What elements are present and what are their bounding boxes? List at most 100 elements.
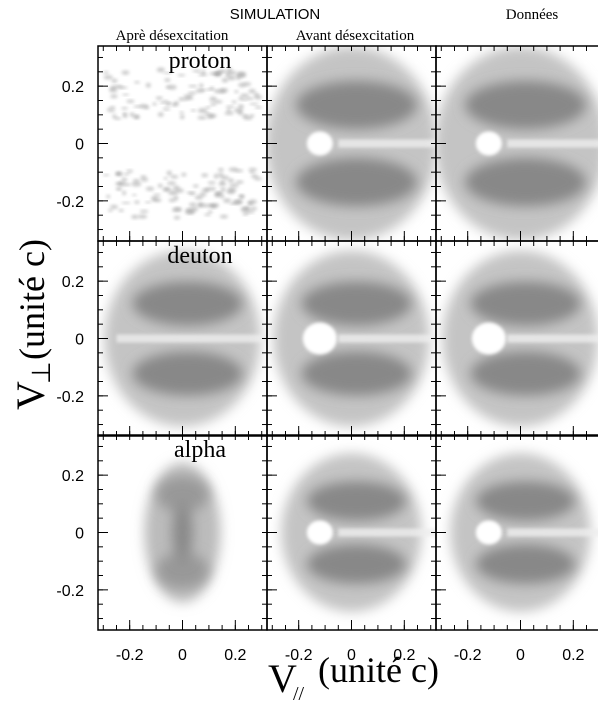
speckle <box>213 89 220 93</box>
density-map <box>442 250 598 427</box>
speckle <box>103 75 113 80</box>
speckle <box>226 107 232 113</box>
speckle <box>201 188 209 192</box>
speckle <box>166 170 172 176</box>
speckle <box>162 99 169 103</box>
waist <box>172 502 193 563</box>
speckle <box>214 192 223 197</box>
speckle <box>249 114 255 118</box>
speckle <box>218 181 227 186</box>
speckle <box>243 115 253 120</box>
speckle <box>237 104 245 110</box>
speckle <box>235 180 244 184</box>
x-tick-label: -0.2 <box>454 647 482 664</box>
band <box>301 351 412 396</box>
y-tick-label: -0.2 <box>56 194 84 211</box>
speckle <box>110 94 118 99</box>
speckle <box>119 86 128 89</box>
band <box>476 544 575 584</box>
hole <box>306 131 333 156</box>
speckle <box>233 199 243 203</box>
speckle <box>179 111 184 114</box>
row-label: proton <box>169 48 232 74</box>
speckle <box>122 112 127 116</box>
gap <box>116 334 267 343</box>
speckle <box>167 101 172 104</box>
speckle <box>201 70 206 75</box>
speckle <box>241 98 248 101</box>
speckle <box>197 108 208 114</box>
speckle <box>254 106 263 109</box>
speckle <box>227 178 235 183</box>
speckle <box>134 200 140 204</box>
y-axis-label: V ⊥ (unité c) <box>8 239 56 410</box>
x-subscript: // <box>293 683 305 702</box>
gap <box>338 139 436 148</box>
speckle <box>217 167 224 172</box>
speckle <box>221 78 229 83</box>
speckle <box>197 115 207 120</box>
speckle <box>116 171 121 176</box>
speckle <box>229 183 240 188</box>
speckle <box>118 209 125 212</box>
speckle <box>106 194 111 199</box>
speckle <box>240 207 247 212</box>
speckle <box>206 113 215 119</box>
x-tick-label: 0 <box>516 647 525 664</box>
speckle <box>109 204 119 210</box>
density-map <box>267 46 436 241</box>
speckle <box>166 181 177 186</box>
y-tick-label: 0.2 <box>62 468 84 485</box>
speckle <box>245 97 254 101</box>
x-tick-label: 0.2 <box>224 647 246 664</box>
speckle <box>220 175 230 180</box>
gap <box>507 334 598 343</box>
speckle <box>223 198 232 203</box>
band <box>307 544 406 584</box>
speckle <box>122 190 127 196</box>
speckle <box>107 209 113 212</box>
speckle <box>248 88 256 94</box>
x-tick-label: 0.2 <box>393 647 415 664</box>
speckle <box>109 105 116 108</box>
speckle <box>162 187 172 192</box>
speckle <box>117 187 122 191</box>
speckle <box>123 173 130 176</box>
speckle <box>126 99 135 103</box>
speckle <box>152 102 157 106</box>
speckle <box>126 169 134 173</box>
band <box>465 157 586 207</box>
speckle <box>121 177 128 182</box>
speckle <box>207 186 217 191</box>
speckle <box>112 85 120 88</box>
speckle <box>115 182 123 186</box>
speckle <box>186 191 197 194</box>
speckle <box>122 93 130 96</box>
speckle <box>199 192 207 197</box>
speckle <box>139 209 149 213</box>
x-tick-label: -0.2 <box>285 647 313 664</box>
speckle <box>254 177 262 181</box>
speckle <box>178 97 184 101</box>
speckle <box>129 112 135 117</box>
speckle <box>228 167 239 172</box>
x-tick-label: 0 <box>178 647 187 664</box>
speckle <box>187 91 197 95</box>
speckle <box>152 198 162 203</box>
row-label: alpha <box>174 437 226 463</box>
speckle <box>131 181 142 187</box>
density-map <box>436 46 598 241</box>
band <box>132 351 243 396</box>
speckle <box>194 195 204 200</box>
row-label: deuton <box>167 243 232 269</box>
speckle <box>168 198 176 203</box>
speckle <box>229 202 239 205</box>
speckle <box>248 167 257 172</box>
speckle <box>185 96 194 100</box>
speckle <box>239 194 244 199</box>
speckle <box>131 214 139 219</box>
density-map <box>273 250 436 427</box>
speckle <box>207 181 216 185</box>
speckle <box>224 111 234 116</box>
